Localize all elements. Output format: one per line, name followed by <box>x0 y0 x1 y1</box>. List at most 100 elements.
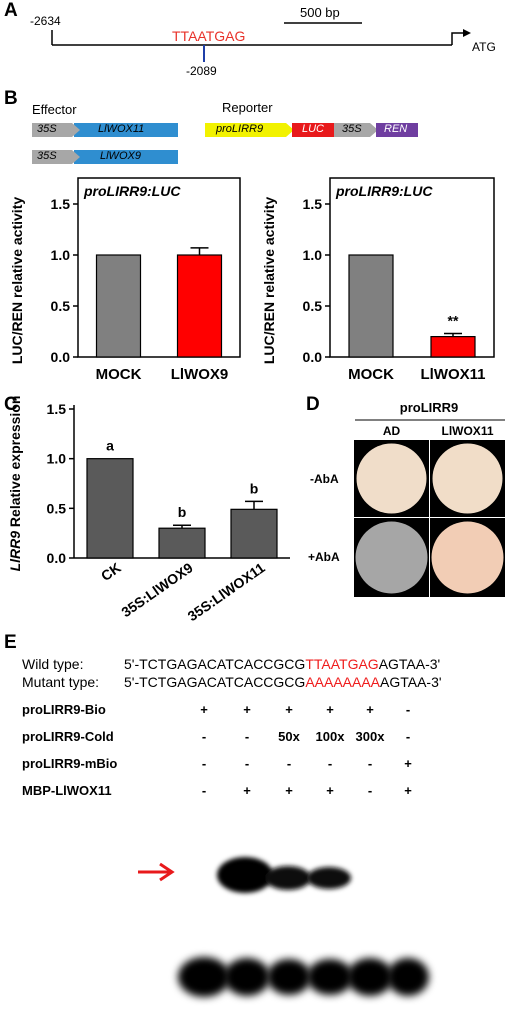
shifted-band-lane3 <box>265 866 311 890</box>
panel-a-letter: A <box>4 0 18 21</box>
shifted-band-lane4 <box>307 867 351 889</box>
chart-title: proLIRR9:LUC <box>83 183 181 199</box>
emsa-condition-table: proLIRR9-Bio + + + + + - proLIRR9-Cold - - 50x 100x… <box>0 700 520 810</box>
reporter-35s-label: 35S <box>342 123 362 135</box>
tss-arrow <box>451 32 466 45</box>
emsa-cell: - <box>244 729 250 744</box>
reporter-luc-label: LUC <box>302 123 325 135</box>
y-tick-label: 1.5 <box>47 401 67 417</box>
y1h-col-ad: AD <box>382 424 401 438</box>
bar-annotation: b <box>178 504 187 520</box>
emsa-cell: - <box>405 702 411 717</box>
emsa-row-label: proLIRR9-Bio <box>22 702 106 717</box>
effector1-promoter-arrow <box>32 123 80 137</box>
emsa-cell: 50x <box>278 729 300 744</box>
effector2-gene-label: LlWOX9 <box>100 150 141 162</box>
bar <box>430 336 476 358</box>
emsa-row-label: proLIRR9-Cold <box>22 729 114 744</box>
emsa-cell: + <box>404 783 412 798</box>
y-axis-label: LUC/REN relative activity <box>9 197 25 364</box>
effector-label: Effector <box>32 102 77 117</box>
promoter-map <box>51 22 471 62</box>
y-tick-label: 1.0 <box>47 451 67 467</box>
emsa-row-label: proLIRR9-mBio <box>22 756 118 771</box>
bar <box>95 254 142 358</box>
bar <box>230 508 278 559</box>
mut-seq-motif: AAAAAAAA <box>305 674 381 690</box>
emsa-cell: 300x <box>355 729 385 744</box>
emsa-cell: + <box>404 756 412 771</box>
emsa-cell: + <box>243 783 251 798</box>
y-tick-label: 0.5 <box>303 298 323 314</box>
y-tick-label: 1.0 <box>51 247 71 263</box>
luc-chart-lwox9: proLIRR9:LUC 0.0 0.5 1.0 1.5 MOCK LlWOX9 LUC/RE… <box>9 177 241 383</box>
effector1-gene-label: LlWOX11 <box>98 123 145 135</box>
emsa-cell: + <box>326 702 334 717</box>
effector1-promoter-label: 35S <box>37 123 57 135</box>
wt-label: Wild type: <box>22 656 84 672</box>
category-label: MOCK <box>96 366 142 383</box>
emsa-cell: - <box>405 729 411 744</box>
category-label: LlWOX11 <box>420 366 485 383</box>
emsa-cell: - <box>201 729 207 744</box>
tss-arrow-head <box>463 29 471 37</box>
category-label: 35S:LlWOX11 <box>185 559 268 624</box>
mut-seq-prefix: 5'-TCTGAGACATCACCGCG <box>124 674 306 690</box>
emsa-cell: 100x <box>315 729 345 744</box>
reporter-promoter-label: proLIRR9 <box>216 123 264 135</box>
bar-annotation: a <box>106 438 114 454</box>
emsa-cell: + <box>326 783 334 798</box>
emsa-cell: + <box>200 702 208 717</box>
panel-b-letter: B <box>4 88 18 109</box>
colony-ad-plus <box>355 521 428 594</box>
start-position-label: -2634 <box>30 14 61 28</box>
motif-position-label: -2089 <box>186 64 217 78</box>
effector2-gene-box <box>74 150 178 164</box>
scale-bar-label: 500 bp <box>300 5 340 20</box>
plot-frame <box>329 177 495 358</box>
emsa-cell: - <box>327 756 333 771</box>
y1h-grid <box>354 419 505 597</box>
luc-chart-lwox11: proLIRR9:LUC 0.0 0.5 1.0 1.5 MOCK ** LlWOX11 LUC… <box>261 177 495 383</box>
bar-annotation: ** <box>448 313 459 329</box>
free-probe-lane4 <box>307 959 353 995</box>
chart-title: proLIRR9:LUC <box>335 183 433 199</box>
emsa-cell: + <box>285 783 293 798</box>
emsa-cell: - <box>286 756 292 771</box>
y1h-col-wox11: LlWOX11 <box>441 424 494 438</box>
emsa-cell: - <box>201 756 207 771</box>
free-probe-lane3 <box>267 959 311 995</box>
bar <box>86 458 134 559</box>
reporter-35s-arrow <box>334 123 378 137</box>
plot-frame <box>77 177 241 358</box>
category-label: CK <box>98 559 124 584</box>
shifted-band-lane2 <box>217 857 273 893</box>
emsa-cell: + <box>285 702 293 717</box>
emsa-cell: + <box>366 702 374 717</box>
wt-seq-suffix: AGTAA-3' <box>378 656 441 672</box>
atg-label: ATG <box>472 40 496 54</box>
emsa-cell: - <box>244 756 250 771</box>
mut-label: Mutant type: <box>22 674 100 690</box>
mut-seq-suffix: AGTAA-3' <box>380 674 442 690</box>
free-probe-lane5 <box>347 958 393 996</box>
reporter-promoter-arrow <box>205 123 294 137</box>
free-probe-lane6 <box>387 958 429 996</box>
category-label: LlWOX9 <box>171 366 229 383</box>
reporter-luc-box <box>292 123 336 137</box>
bar-annotation: b <box>250 480 259 496</box>
y-tick-label: 0.0 <box>47 550 67 566</box>
y-axis-label: LUC/REN relative activity <box>261 197 277 364</box>
emsa-cell: - <box>367 783 373 798</box>
panel-d-letter: D <box>306 394 320 415</box>
free-probe-lane2 <box>224 958 270 996</box>
y-tick-label: 1.5 <box>51 196 71 212</box>
emsa-cell: - <box>201 783 207 798</box>
emsa-row-label: MBP-LlWOX11 <box>22 783 112 798</box>
reporter-ren-box <box>376 123 418 137</box>
y1h-header: proLIRR9 <box>399 400 459 415</box>
effector2-promoter-label: 35S <box>37 150 57 162</box>
y-axis-label: LlRR9 Relative expression <box>7 396 23 572</box>
reporter-label: Reporter <box>222 100 273 115</box>
y-tick-label: 0.0 <box>51 349 71 365</box>
